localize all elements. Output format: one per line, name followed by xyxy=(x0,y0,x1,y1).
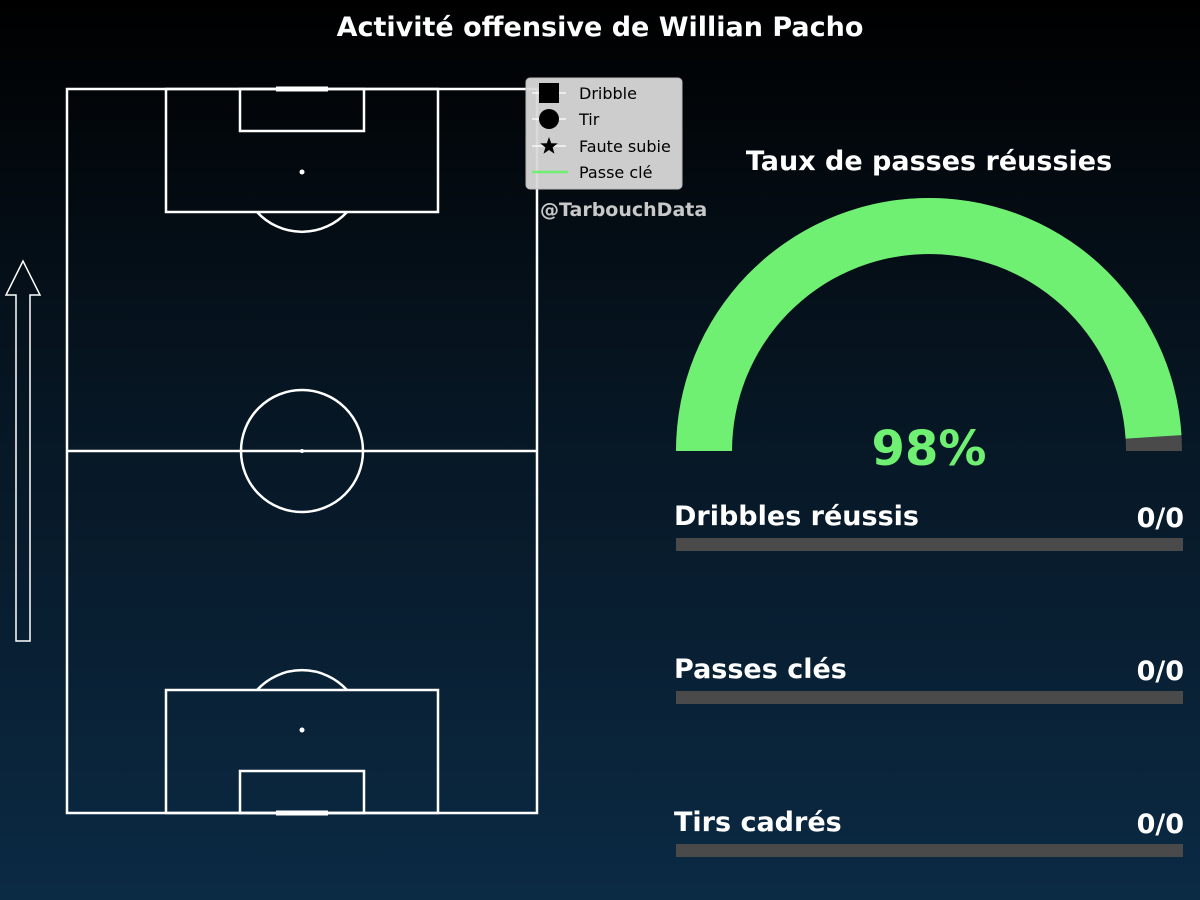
stat-label: Passes clés xyxy=(674,654,847,685)
stat-bar-track xyxy=(676,844,1183,857)
watermark: @TarbouchData xyxy=(540,199,707,221)
stat-value-label: 0/0 xyxy=(1137,503,1184,534)
stat-row-passes: Passes clés 0/0 xyxy=(674,654,1184,704)
gauge-title: Taux de passes réussies xyxy=(746,146,1112,177)
bottom-penalty-area xyxy=(164,688,440,815)
pitch xyxy=(65,86,539,816)
stat-value-label: 0/0 xyxy=(1137,809,1184,840)
stat-label: Dribbles réussis xyxy=(674,501,919,532)
direction-arrow-icon xyxy=(4,259,42,642)
center-circle xyxy=(239,388,365,514)
top-six-yard-box xyxy=(238,87,366,133)
gauge-value-label: 98% xyxy=(872,421,987,477)
stat-label: Tirs cadrés xyxy=(674,807,842,838)
top-penalty-spot xyxy=(299,169,305,175)
legend: Dribble Tir Faute subie Passe clé xyxy=(525,77,683,190)
legend-label-faute: Faute subie xyxy=(579,137,671,156)
center-spot xyxy=(300,449,304,453)
legend-square-icon xyxy=(539,83,559,103)
legend-label-dribble: Dribble xyxy=(579,84,637,103)
top-penalty-arc xyxy=(256,211,348,234)
bottom-penalty-arc xyxy=(256,668,348,691)
gauge-fill xyxy=(676,198,1182,451)
legend-circle-icon xyxy=(539,109,559,129)
bottom-penalty-spot xyxy=(299,727,305,733)
chart-title: Activité offensive de Willian Pacho xyxy=(337,12,864,43)
stat-row-dribbles: Dribbles réussis 0/0 xyxy=(674,501,1184,551)
bottom-six-yard-box xyxy=(238,769,366,815)
stat-bar-track xyxy=(676,538,1183,551)
stat-bar-track xyxy=(676,691,1183,704)
legend-box xyxy=(525,77,683,190)
stat-row-tirs: Tirs cadrés 0/0 xyxy=(674,807,1184,857)
legend-label-tir: Tir xyxy=(578,110,600,129)
legend-star-icon xyxy=(540,137,558,154)
stat-value-label: 0/0 xyxy=(1137,656,1184,687)
legend-label-passe: Passe clé xyxy=(579,163,652,182)
top-penalty-area xyxy=(164,87,440,214)
